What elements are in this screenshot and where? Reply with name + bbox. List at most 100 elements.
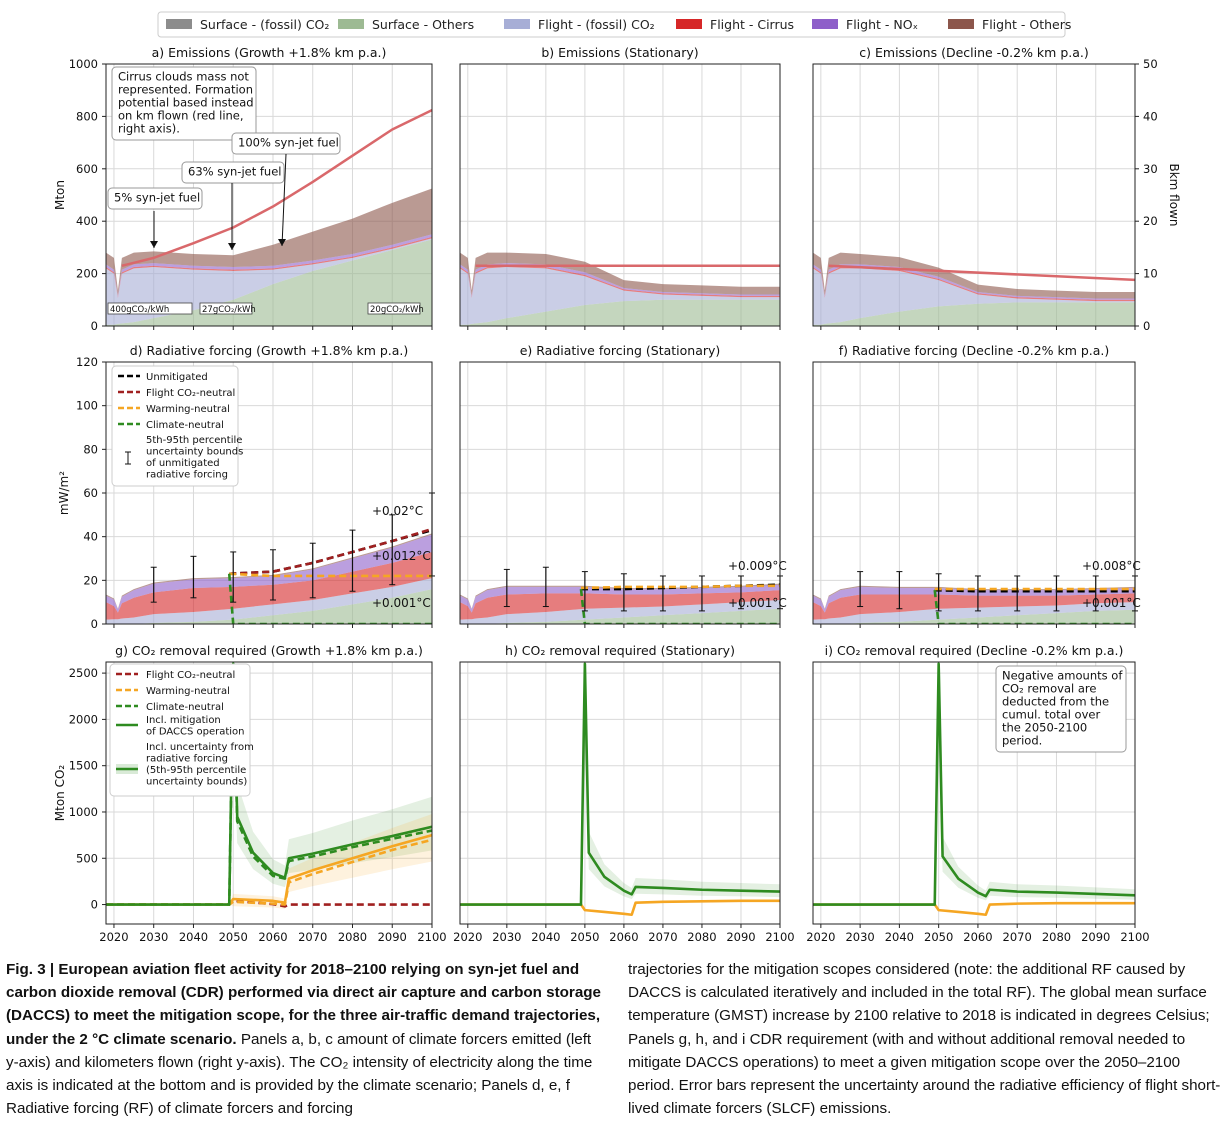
b-area-4	[460, 252, 780, 296]
h-xtick-2070: 2070	[648, 930, 677, 944]
annotation-negative-cdr-box	[995, 665, 1127, 753]
rf-legend: Unmitigated Flight CO₂-neutral Warming-neu…	[111, 365, 243, 487]
panel-i: i) CO₂ removal required (Decline -0.2% k…	[806, 643, 1149, 944]
a-ytick-200: 200	[76, 267, 98, 281]
a-km-flown-line	[121, 108, 432, 267]
y2tick-20: 20	[1143, 214, 1158, 228]
f-line-0	[934, 588, 1135, 593]
cdr-legend-label-0: Flight CO₂-neutral	[146, 670, 235, 681]
caption-left: Fig. 3 | European aviation fleet activit…	[6, 958, 604, 1120]
panel-h: h) CO₂ removal required (Stationary) 2020…	[453, 643, 794, 944]
c-km-flown-line	[828, 264, 1135, 282]
a-ytick-600: 600	[76, 162, 98, 176]
panel-title-e: e) Radiative forcing (Stationary)	[520, 343, 721, 358]
caption-right: trajectories for the mitigation scopes c…	[628, 958, 1226, 1120]
i-xtick-2090: 2090	[1081, 930, 1110, 944]
cdr-legend-label-3: Incl. mitigation of DACCS operation	[146, 715, 245, 738]
g-ytick-1000: 1000	[69, 805, 98, 819]
d-line-2	[229, 572, 432, 578]
y2tick-10: 10	[1143, 267, 1158, 281]
f-area-3	[813, 586, 1135, 613]
i-xtick-2020: 2020	[806, 930, 835, 944]
rf-legend-label-1: Flight CO₂-neutral	[146, 388, 235, 399]
a-area-1	[106, 239, 432, 326]
rf-legend-label-2: Warming-neutral	[146, 404, 230, 415]
y2tick-50: 50	[1143, 57, 1158, 71]
h-xtick-2090: 2090	[726, 930, 755, 944]
f-frame	[812, 361, 1136, 625]
annot-e-1: +0.001°C	[728, 596, 787, 610]
a-ytick-0: 0	[91, 319, 98, 333]
f-area-1	[813, 602, 1135, 624]
e-frame	[459, 361, 781, 625]
i-xtick-2080: 2080	[1042, 930, 1071, 944]
b-stack	[460, 252, 780, 326]
h-uncertainty-band	[460, 662, 780, 905]
legend-label-3: Flight - Cirrus	[710, 17, 794, 32]
i-xtick-2030: 2030	[845, 930, 874, 944]
intensity-label-1: 27gCO₂/kWh	[202, 305, 256, 315]
panel-title-h: h) CO₂ removal required (Stationary)	[505, 643, 735, 658]
b-area-0	[460, 299, 780, 326]
legend-swatch-2	[504, 19, 530, 29]
c-frame	[812, 63, 1136, 327]
ylabel-d: mW/m²	[57, 471, 71, 515]
a-area-4	[106, 234, 432, 297]
annotation-63pct-box	[181, 161, 285, 184]
caption-body-right: trajectories for the mitigation scopes c…	[628, 961, 1221, 1118]
c-stack	[813, 252, 1135, 326]
g-band-orange	[106, 814, 432, 909]
cdr-legend-label-4: Incl. uncertainty from radiative forcing(…	[146, 742, 254, 788]
legend-swatch-5	[948, 19, 974, 29]
ylabel-g: Mton CO₂	[53, 765, 67, 822]
d-ytick-20: 20	[83, 573, 98, 587]
figure: Surface - (fossil) CO₂ Surface - Others Fl…	[53, 11, 1181, 944]
cdr-legend-label-1: Warming-neutral	[146, 686, 230, 697]
g-series-3	[106, 833, 432, 906]
i-xtick-2100: 2100	[1120, 930, 1149, 944]
g-ytick-500: 500	[76, 851, 98, 865]
rf-legend-label-3: Climate-neutral	[146, 420, 224, 431]
panel-title-a: a) Emissions (Growth +1.8% km p.a.)	[152, 45, 387, 60]
g-xtick-2020: 2020	[99, 930, 128, 944]
annot-f-0: +0.008°C	[1082, 559, 1141, 573]
legend-label-2: Flight - (fossil) CO₂	[538, 17, 655, 32]
g-xtick-2050: 2050	[219, 930, 248, 944]
panel-f: f) Radiative forcing (Decline -0.2% km p…	[812, 343, 1141, 628]
legend-swatch-3	[676, 19, 702, 29]
e-area-2	[460, 590, 780, 620]
y2tick-0: 0	[1143, 319, 1150, 333]
a-frame	[105, 63, 433, 327]
g-xtick-2060: 2060	[258, 930, 287, 944]
annot-d-1: +0.012°C	[372, 549, 431, 563]
panel-title-i: i) CO₂ removal required (Decline -0.2% k…	[825, 643, 1124, 658]
caption-body-left: Panels a, b, c amount of climate forcers…	[6, 1030, 593, 1118]
h-xtick-2040: 2040	[531, 930, 560, 944]
i-series-0	[813, 901, 1135, 917]
f-area-2	[813, 593, 1135, 620]
legend-frame	[157, 11, 1066, 38]
panel-c: c) Emissions (Decline -0.2% km p.a.) 0 10 2…	[812, 45, 1181, 333]
panel-d: d) Radiative forcing (Growth +1.8% km p.…	[57, 343, 435, 631]
i-xtick-2050: 2050	[924, 930, 953, 944]
f-line-2	[933, 590, 1135, 624]
g-xtick-2040: 2040	[179, 930, 208, 944]
y2tick-30: 30	[1143, 162, 1158, 176]
rf-legend-frame	[111, 365, 239, 487]
a-area-5	[106, 188, 432, 296]
d-ytick-80: 80	[83, 442, 98, 456]
panel-title-c: c) Emissions (Decline -0.2% km p.a.)	[859, 45, 1088, 60]
h-band-green	[460, 662, 780, 905]
g-xtick-2080: 2080	[338, 930, 367, 944]
a-area-3	[106, 236, 432, 298]
i-xtick-2040: 2040	[885, 930, 914, 944]
h-xtick-2080: 2080	[687, 930, 716, 944]
g-xtick-2070: 2070	[298, 930, 327, 944]
legend-label-1: Surface - Others	[372, 17, 474, 32]
f-area-0	[813, 609, 1135, 624]
annot-f-1: +0.001°C	[1082, 596, 1141, 610]
e-area-0	[460, 608, 780, 624]
annot-d-0: +0.02°C	[372, 504, 423, 518]
i-series-1	[813, 662, 1135, 906]
d-ytick-40: 40	[83, 530, 98, 544]
